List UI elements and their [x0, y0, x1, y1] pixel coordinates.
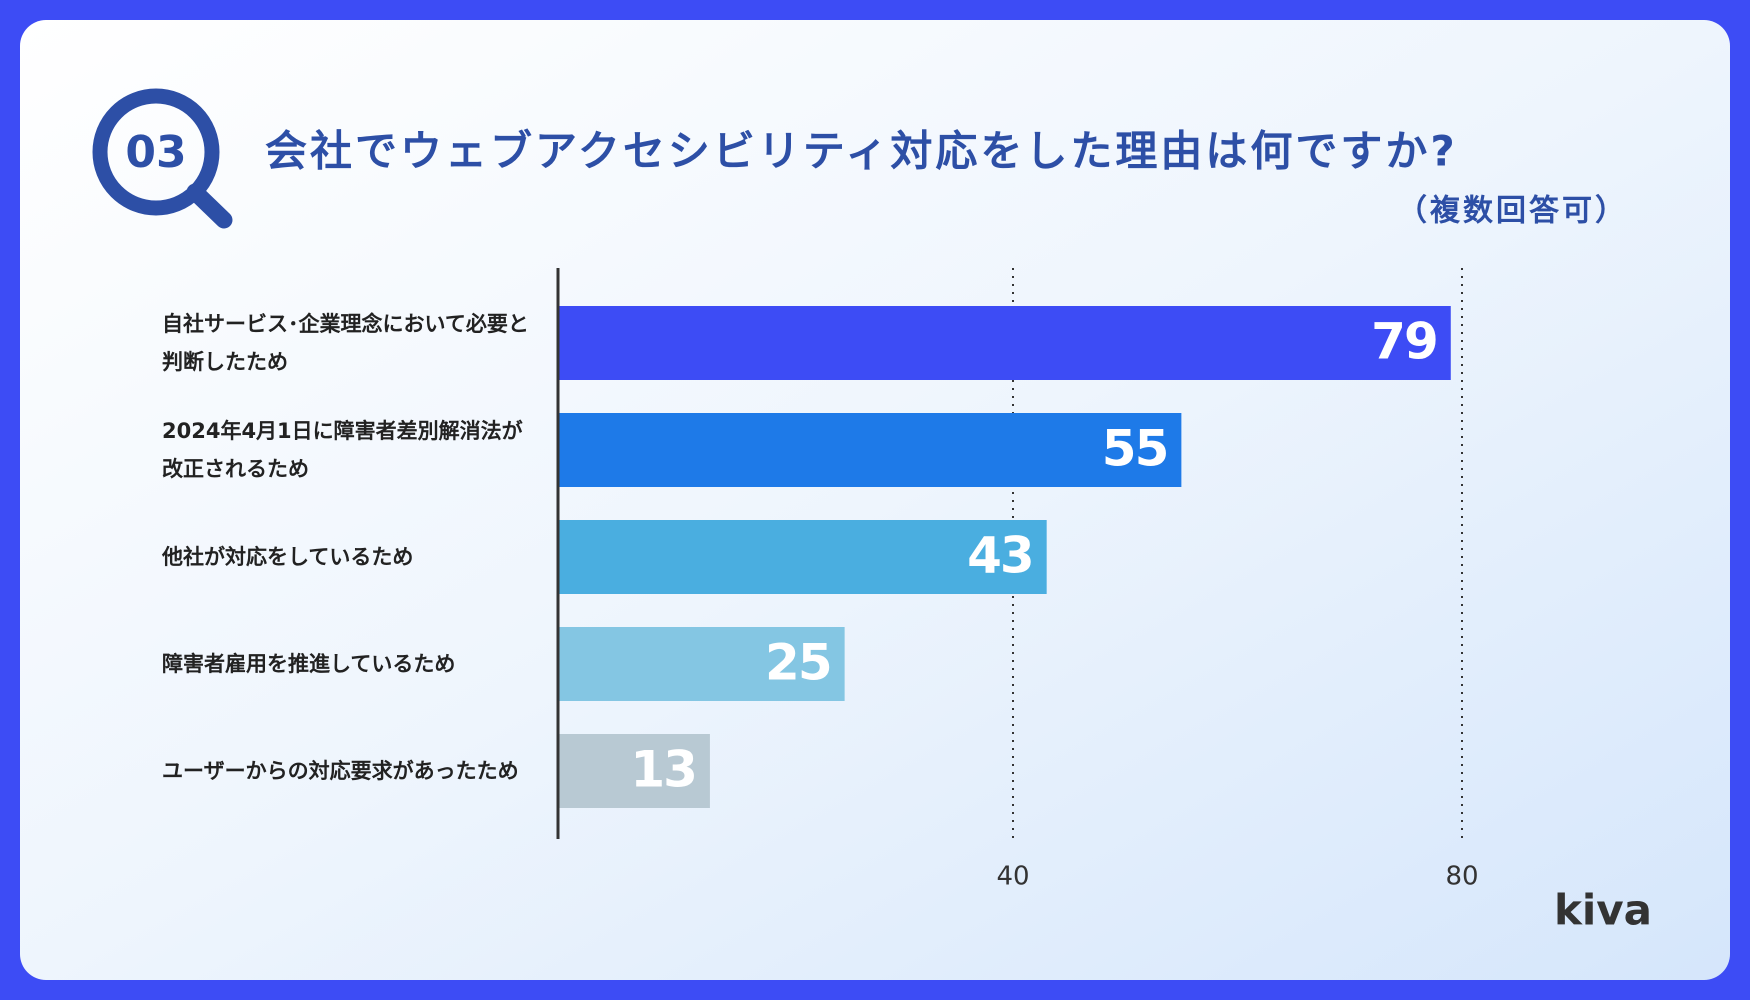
- value-label: 13: [630, 741, 696, 799]
- value-label: 25: [765, 634, 831, 692]
- bar: [558, 413, 1182, 487]
- value-label: 55: [1102, 420, 1168, 478]
- chart-subtitle: （複数回答可）: [1397, 194, 1628, 229]
- card: [20, 20, 1730, 980]
- value-label: 79: [1371, 313, 1437, 371]
- bar: [558, 734, 710, 808]
- bar: [558, 627, 845, 701]
- x-tick-label: 40: [996, 862, 1029, 892]
- brand-logo: kiva: [1554, 886, 1652, 935]
- bar: [558, 306, 1451, 380]
- category-label: ユーザーからの対応要求があったため: [162, 759, 519, 783]
- x-tick-label: 80: [1445, 862, 1478, 892]
- badge-number: 03: [125, 127, 186, 178]
- category-label: 自社サービス･企業理念において必要と判断したため: [162, 312, 529, 374]
- badge-ring: [92, 88, 220, 216]
- bar: [558, 520, 1047, 594]
- value-label: 43: [967, 527, 1033, 585]
- category-label: 他社が対応をしているため: [162, 545, 414, 569]
- badge-handle: [186, 183, 233, 229]
- chart-title: 会社でウェブアクセシビリティ対応をした理由は何ですか?: [265, 127, 1458, 176]
- category-label: 障害者雇用を推進しているため: [162, 652, 456, 676]
- category-label: 2024年4月1日に障害者差別解消法が改正されるため: [162, 419, 523, 481]
